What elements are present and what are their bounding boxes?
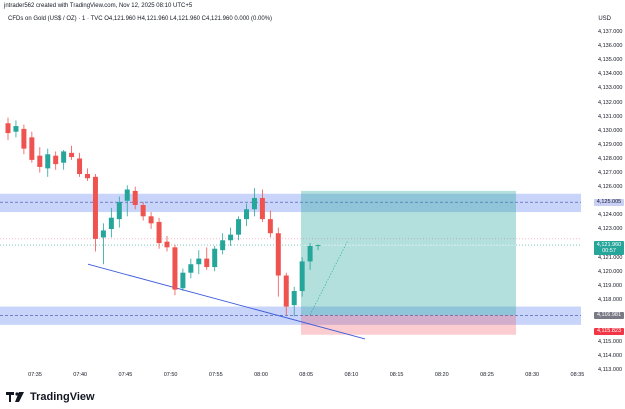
candle-body [180,272,186,289]
support-zone [0,306,581,325]
price-axis-label: 4,127.000 [598,170,623,176]
candle-body [116,202,122,220]
candle-body [45,154,51,169]
candle-body [275,233,281,276]
price-axis-label: 4,135.000 [598,57,623,64]
candle-body [61,151,67,163]
candle-body [259,197,265,220]
candle-body [291,291,297,306]
candle-body [204,258,210,268]
time-axis-label: 08:25 [480,372,494,378]
candle-body [77,158,83,174]
price-axis-label: 4,115.000 [598,339,623,346]
currency-label: USD [598,16,611,22]
price-axis-label: 4,118.000 [598,296,623,303]
candle-body [244,209,249,220]
candle-body [299,261,305,292]
candle-body [124,189,130,201]
chart-header: jntrader562 created with TradingView.com… [4,3,272,22]
candle-body [236,219,242,235]
candle-body [267,219,273,234]
time-axis-label: 08:10 [344,372,359,378]
time-axis-label: 07:55 [208,372,223,378]
candle-body [196,258,202,265]
price-axis-label: 4,136.000 [598,43,623,50]
price-axis-label: 4,120.000 [598,268,623,275]
time-axis-label: 08:15 [389,372,404,378]
candle-body [5,123,11,134]
price-axis[interactable]: 4,125.005 4,121.960 00:57 4,116.981 4,11… [593,0,625,381]
target-price-tag: 4,125.005 [594,198,624,206]
price-axis-label: 4,131.000 [598,113,623,120]
price-axis-label: 4,114.000 [598,353,623,360]
candle-body [315,245,321,247]
current-price-value: 4,121.960 [596,242,622,249]
price-axis-label: 4,126.000 [598,184,623,191]
price-axis-label: 4,130.000 [598,127,623,134]
candle-body [108,217,114,229]
price-axis-label: 4,113.000 [598,367,623,374]
brand-name: TradingView [30,391,95,403]
candle-body [85,174,90,179]
candle-body [164,241,170,248]
candle-body [132,190,138,206]
time-axis-label: 07:50 [163,372,178,378]
candle-body [251,197,257,210]
tradingview-footer: TradingView [6,391,95,403]
time-axis-label: 08:35 [570,372,585,378]
candle-body [53,155,59,165]
price-axis-label: 4,137.000 [598,29,623,35]
candle-body [228,234,234,241]
time-axis-label: 08:00 [254,372,268,378]
price-axis-label: 4,121.000 [598,254,623,261]
candle-body [69,152,75,158]
projection-line [309,240,349,316]
tradingview-logo-icon [6,392,24,402]
time-axis-label: 07:35 [28,372,42,378]
loss-zone [301,315,516,335]
price-axis-label: 4,133.000 [598,85,623,92]
time-axis-label: 08:05 [299,372,314,378]
price-axis-label: 4,132.000 [598,99,623,106]
candle-body [188,264,194,273]
price-axis-label: 4,128.000 [598,155,623,162]
candle-body [29,137,35,160]
candle-body [148,216,154,224]
candle-body [37,155,43,167]
price-axis-label: 4,129.000 [598,141,623,148]
candle-body [21,128,27,149]
candle-body [92,176,98,239]
price-axis-label: 4,123.000 [598,226,623,233]
candle-body [13,126,19,132]
time-axis-label: 08:30 [525,372,540,378]
candle-body [212,248,218,268]
time-axis-label: 07:45 [118,372,133,378]
candle-body [172,247,178,290]
stop-price-tag: 4,115.823 [594,328,624,336]
price-axis-label: 4,134.000 [598,71,623,78]
price-chart[interactable] [0,0,593,381]
candle-body [307,245,313,262]
candle-body [156,221,162,244]
candle-body [140,205,146,217]
profit-zone [301,190,516,316]
current-price-tag: 4,121.960 00:57 [594,241,624,256]
candle-body [283,275,289,307]
candle-body [100,230,106,238]
symbol-legend: CFDs on Gold (US$ / OZ) · 1 · TVC O4,121… [8,16,273,22]
entry-price-tag: 4,116.981 [594,311,624,319]
credit-line: jntrader562 created with TradingView.com… [4,3,193,9]
price-axis-label: 4,119.000 [598,282,623,289]
bar-countdown: 00:57 [602,248,616,255]
candle-body [220,240,226,251]
time-axis-label: 08:20 [434,372,449,378]
price-axis-label: 4,124.000 [598,212,623,219]
time-axis-label: 07:40 [73,372,88,378]
trendline [87,263,366,340]
